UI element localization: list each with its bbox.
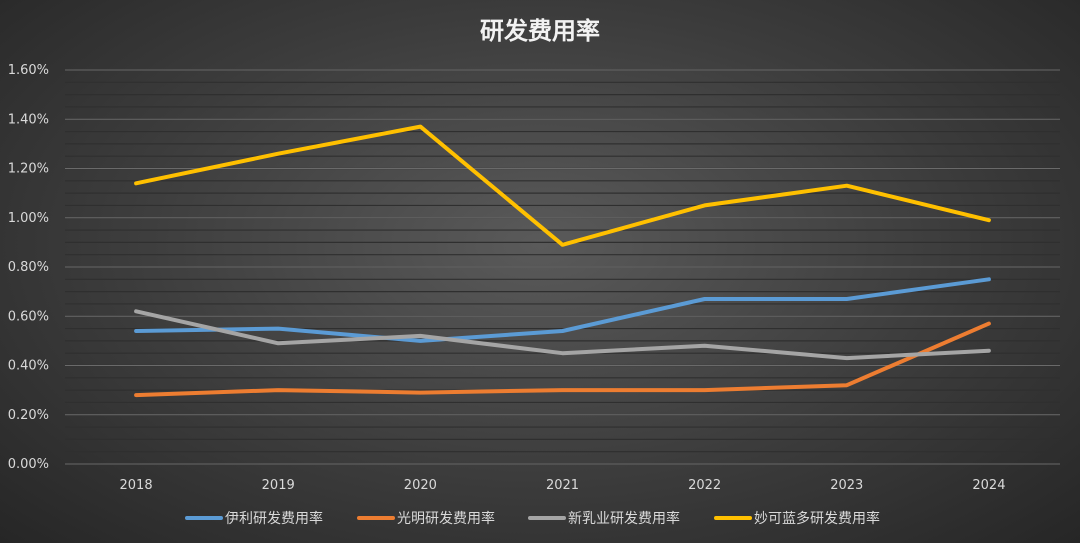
x-tick-label: 2024 bbox=[972, 478, 1005, 493]
y-tick-label: 0.00% bbox=[8, 457, 49, 472]
x-tick-label: 2018 bbox=[120, 478, 153, 493]
y-tick-label: 0.80% bbox=[8, 260, 49, 275]
y-tick-label: 1.40% bbox=[8, 112, 49, 127]
legend-label: 伊利研发费用率 bbox=[225, 510, 323, 527]
y-tick-label: 1.60% bbox=[8, 63, 49, 78]
y-tick-label: 0.40% bbox=[8, 359, 49, 374]
series-line-2 bbox=[134, 321, 991, 398]
series-line-1 bbox=[134, 277, 991, 343]
chart-title: 研发费用率 bbox=[480, 17, 600, 45]
legend-label: 光明研发费用率 bbox=[397, 510, 495, 527]
legend-label: 新乳业研发费用率 bbox=[568, 510, 680, 527]
gridlines bbox=[65, 69, 1060, 465]
y-tick-label: 0.20% bbox=[8, 408, 49, 423]
y-tick-label: 0.60% bbox=[8, 309, 49, 324]
x-tick-label: 2022 bbox=[688, 478, 721, 493]
y-tick-label: 1.00% bbox=[8, 211, 49, 226]
legend-label: 妙可蓝多研发费用率 bbox=[754, 510, 880, 527]
x-tick-label: 2020 bbox=[404, 478, 437, 493]
x-tick-label: 2021 bbox=[546, 478, 579, 493]
x-axis: 2018 2019 2020 2021 2022 2023 2024 bbox=[120, 478, 1006, 493]
series-lines bbox=[134, 124, 991, 398]
series-line-4 bbox=[134, 124, 991, 247]
y-axis: 0.00% 0.20% 0.40% 0.60% 0.80% 1.00% 1.20% 1.40%… bbox=[8, 63, 49, 472]
legend: 伊利研发费用率 光明研发费用率 新乳业研发费用率 妙可蓝多研发费用率 bbox=[185, 510, 880, 527]
y-tick-label: 1.20% bbox=[8, 162, 49, 177]
series-line-3 bbox=[134, 309, 991, 361]
x-tick-label: 2023 bbox=[830, 478, 863, 493]
x-tick-label: 2019 bbox=[262, 478, 295, 493]
